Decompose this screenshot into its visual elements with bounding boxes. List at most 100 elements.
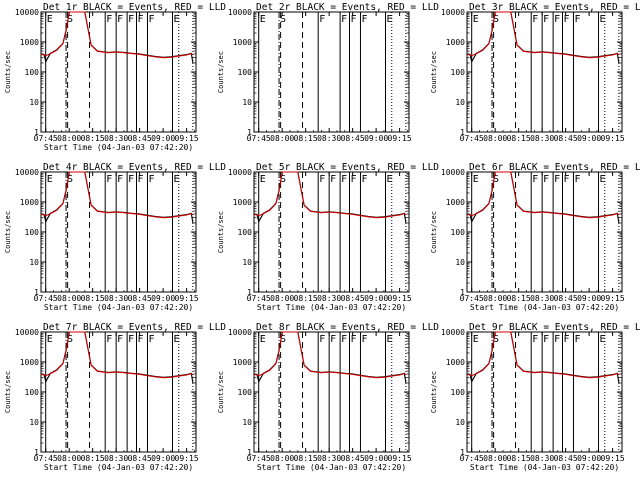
- event-line-label: F: [128, 14, 134, 25]
- x-tick-label: 08:45: [341, 134, 365, 143]
- x-axis-label: Start Time (04-Jan-03 07:42:20): [44, 303, 193, 312]
- event-line-label: F: [148, 334, 154, 345]
- y-tick-label: 10: [242, 98, 252, 107]
- event-line-label: F: [351, 14, 357, 25]
- event-line-label: E: [47, 334, 53, 345]
- event-line-label: F: [117, 14, 123, 25]
- y-tick-label: 10000: [228, 8, 252, 17]
- event-line-label: S: [280, 14, 286, 25]
- y-tick-label: 10: [455, 98, 465, 107]
- chart-panel-6: Det 6r BLACK = Events, RED = LLD Counts/s…: [430, 162, 640, 312]
- y-tick-label: 10000: [441, 168, 465, 177]
- event-line-label: F: [361, 334, 367, 345]
- event-line-label: F: [564, 14, 570, 25]
- event-line-label: F: [564, 174, 570, 185]
- event-line-label: S: [67, 334, 73, 345]
- y-tick-label: 1000: [20, 38, 39, 47]
- x-tick-label: 08:30: [530, 454, 554, 463]
- x-axis-label: Start Time (04-Jan-03 07:42:20): [44, 463, 193, 472]
- event-line-label: F: [106, 14, 112, 25]
- y-tick-label: 1000: [20, 198, 39, 207]
- y-tick-label: 10: [29, 418, 39, 427]
- y-tick-label: 10: [242, 418, 252, 427]
- event-line-label: E: [47, 14, 53, 25]
- chart-panel-8: Det 8r BLACK = Events, RED = LLD Counts/s…: [217, 322, 439, 472]
- event-line-label: F: [532, 174, 538, 185]
- chart-title: Det 5r BLACK = Events, RED = LLD: [256, 162, 439, 173]
- x-tick-label: 09:00: [577, 454, 601, 463]
- x-tick-label: 09:15: [388, 454, 412, 463]
- y-tick-label: 10: [242, 258, 252, 267]
- x-tick-label: 08:00: [270, 294, 294, 303]
- x-tick-label: 09:15: [175, 294, 199, 303]
- event-line-label: F: [554, 334, 560, 345]
- event-line-label: F: [341, 174, 347, 185]
- x-tick-label: 08:45: [128, 454, 152, 463]
- series-lld-line: [40, 11, 194, 59]
- event-line-label: F: [106, 334, 112, 345]
- event-line-label: S: [280, 334, 286, 345]
- y-tick-label: 10: [455, 258, 465, 267]
- x-tick-label: 07:45: [34, 454, 58, 463]
- y-axis-label: Counts/sec: [430, 211, 438, 253]
- y-tick-label: 1: [460, 128, 465, 137]
- chart-panel-4: Det 4r BLACK = Events, RED = LLD Counts/s…: [4, 162, 226, 312]
- x-tick-label: 08:15: [294, 134, 318, 143]
- event-line-label: F: [319, 174, 325, 185]
- event-line-label: F: [564, 334, 570, 345]
- y-axis-label: Counts/sec: [217, 211, 225, 253]
- event-line-label: E: [473, 174, 479, 185]
- chart-title: Det 9r BLACK = Events, RED = LLD: [469, 322, 640, 333]
- event-line-label: E: [600, 174, 606, 185]
- y-tick-label: 100: [25, 68, 40, 77]
- event-line-label: F: [574, 334, 580, 345]
- event-line-label: F: [341, 334, 347, 345]
- y-tick-label: 10000: [441, 328, 465, 337]
- event-line-label: F: [330, 174, 336, 185]
- y-axis-label: Counts/sec: [4, 371, 12, 413]
- x-tick-label: 08:30: [104, 134, 128, 143]
- event-line-label: F: [319, 334, 325, 345]
- event-line-label: F: [148, 14, 154, 25]
- event-line-label: F: [361, 174, 367, 185]
- chart-title: Det 2r BLACK = Events, RED = LLD: [256, 2, 439, 13]
- y-tick-label: 1000: [233, 38, 252, 47]
- x-tick-label: 09:15: [388, 134, 412, 143]
- chart-panel-2: Det 2r BLACK = Events, RED = LLD Counts/s…: [217, 2, 439, 143]
- x-tick-label: 07:45: [34, 134, 58, 143]
- event-line-label: F: [319, 14, 325, 25]
- event-line-label: F: [330, 334, 336, 345]
- y-axis-label: Counts/sec: [217, 371, 225, 413]
- y-tick-label: 1000: [233, 358, 252, 367]
- event-line-label: F: [543, 334, 549, 345]
- series-lld-line: [466, 171, 620, 219]
- x-tick-label: 08:45: [341, 454, 365, 463]
- series-lld-line: [40, 331, 194, 379]
- event-line-label: F: [138, 14, 144, 25]
- y-tick-label: 1: [34, 288, 39, 297]
- series-lld-line: [40, 171, 194, 219]
- x-tick-label: 09:00: [364, 134, 388, 143]
- y-tick-label: 10: [455, 418, 465, 427]
- x-tick-label: 07:45: [460, 454, 484, 463]
- x-tick-label: 08:30: [317, 294, 341, 303]
- event-line-label: F: [351, 174, 357, 185]
- y-tick-label: 1: [247, 288, 252, 297]
- series-lld-line: [466, 11, 620, 59]
- event-line-label: E: [600, 334, 606, 345]
- y-tick-label: 100: [451, 228, 466, 237]
- x-tick-label: 08:15: [507, 454, 531, 463]
- y-tick-label: 1: [247, 128, 252, 137]
- x-tick-label: 09:00: [364, 454, 388, 463]
- event-line-label: F: [128, 174, 134, 185]
- chart-panel-7: Det 7r BLACK = Events, RED = LLD Counts/s…: [4, 322, 226, 472]
- x-tick-label: 08:30: [104, 454, 128, 463]
- y-tick-label: 1: [247, 448, 252, 457]
- x-tick-label: 08:15: [294, 454, 318, 463]
- event-line-label: F: [554, 14, 560, 25]
- x-tick-label: 08:00: [270, 134, 294, 143]
- event-line-label: E: [260, 14, 266, 25]
- event-line-label: S: [67, 174, 73, 185]
- series-lld-line: [466, 331, 620, 379]
- event-line-label: F: [351, 334, 357, 345]
